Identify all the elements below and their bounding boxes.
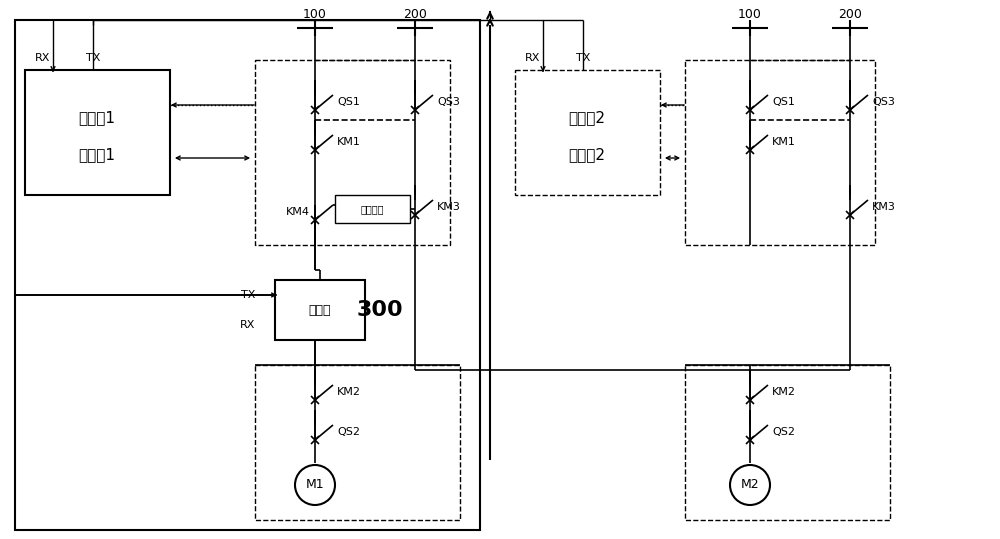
Circle shape bbox=[295, 465, 335, 505]
Text: 控制板1: 控制板1 bbox=[78, 148, 116, 162]
Text: QS3: QS3 bbox=[437, 97, 460, 107]
Text: 切换柜1: 切换柜1 bbox=[78, 110, 116, 125]
Text: QS1: QS1 bbox=[772, 97, 795, 107]
Text: 切换柜2: 切换柜2 bbox=[568, 110, 606, 125]
Bar bbox=[255, 365, 460, 520]
Text: RX: RX bbox=[35, 53, 51, 63]
Text: KM1: KM1 bbox=[337, 137, 361, 147]
Text: M2: M2 bbox=[741, 479, 759, 492]
Text: 控制板2: 控制板2 bbox=[568, 148, 606, 162]
Bar bbox=[25, 70, 170, 195]
Bar bbox=[685, 60, 875, 245]
Text: 300: 300 bbox=[357, 300, 403, 320]
Text: KM1: KM1 bbox=[772, 137, 796, 147]
Text: RX: RX bbox=[525, 53, 541, 63]
Text: QS2: QS2 bbox=[772, 427, 795, 437]
Text: QS3: QS3 bbox=[872, 97, 895, 107]
Circle shape bbox=[730, 465, 770, 505]
Text: M1: M1 bbox=[306, 479, 324, 492]
Text: 100: 100 bbox=[738, 9, 762, 22]
Bar bbox=[15, 20, 480, 530]
Text: KM3: KM3 bbox=[437, 202, 461, 212]
Text: KM3: KM3 bbox=[872, 202, 896, 212]
Text: TX: TX bbox=[241, 290, 255, 300]
Text: KM4: KM4 bbox=[286, 207, 310, 217]
Text: 200: 200 bbox=[403, 9, 427, 22]
Bar bbox=[685, 365, 890, 520]
Text: 200: 200 bbox=[838, 9, 862, 22]
Text: 100: 100 bbox=[303, 9, 327, 22]
Bar bbox=[275, 280, 365, 340]
Text: KM2: KM2 bbox=[337, 387, 361, 397]
Text: QS1: QS1 bbox=[337, 97, 360, 107]
Text: KM2: KM2 bbox=[772, 387, 796, 397]
Bar bbox=[515, 70, 660, 195]
Text: RX: RX bbox=[240, 320, 255, 330]
Text: 缓冲电阻: 缓冲电阻 bbox=[360, 204, 384, 214]
Text: QS2: QS2 bbox=[337, 427, 360, 437]
Bar bbox=[255, 60, 450, 245]
Text: TX: TX bbox=[86, 53, 100, 63]
Text: TX: TX bbox=[576, 53, 590, 63]
Text: 变频器: 变频器 bbox=[309, 303, 331, 316]
Bar bbox=[335, 195, 410, 223]
